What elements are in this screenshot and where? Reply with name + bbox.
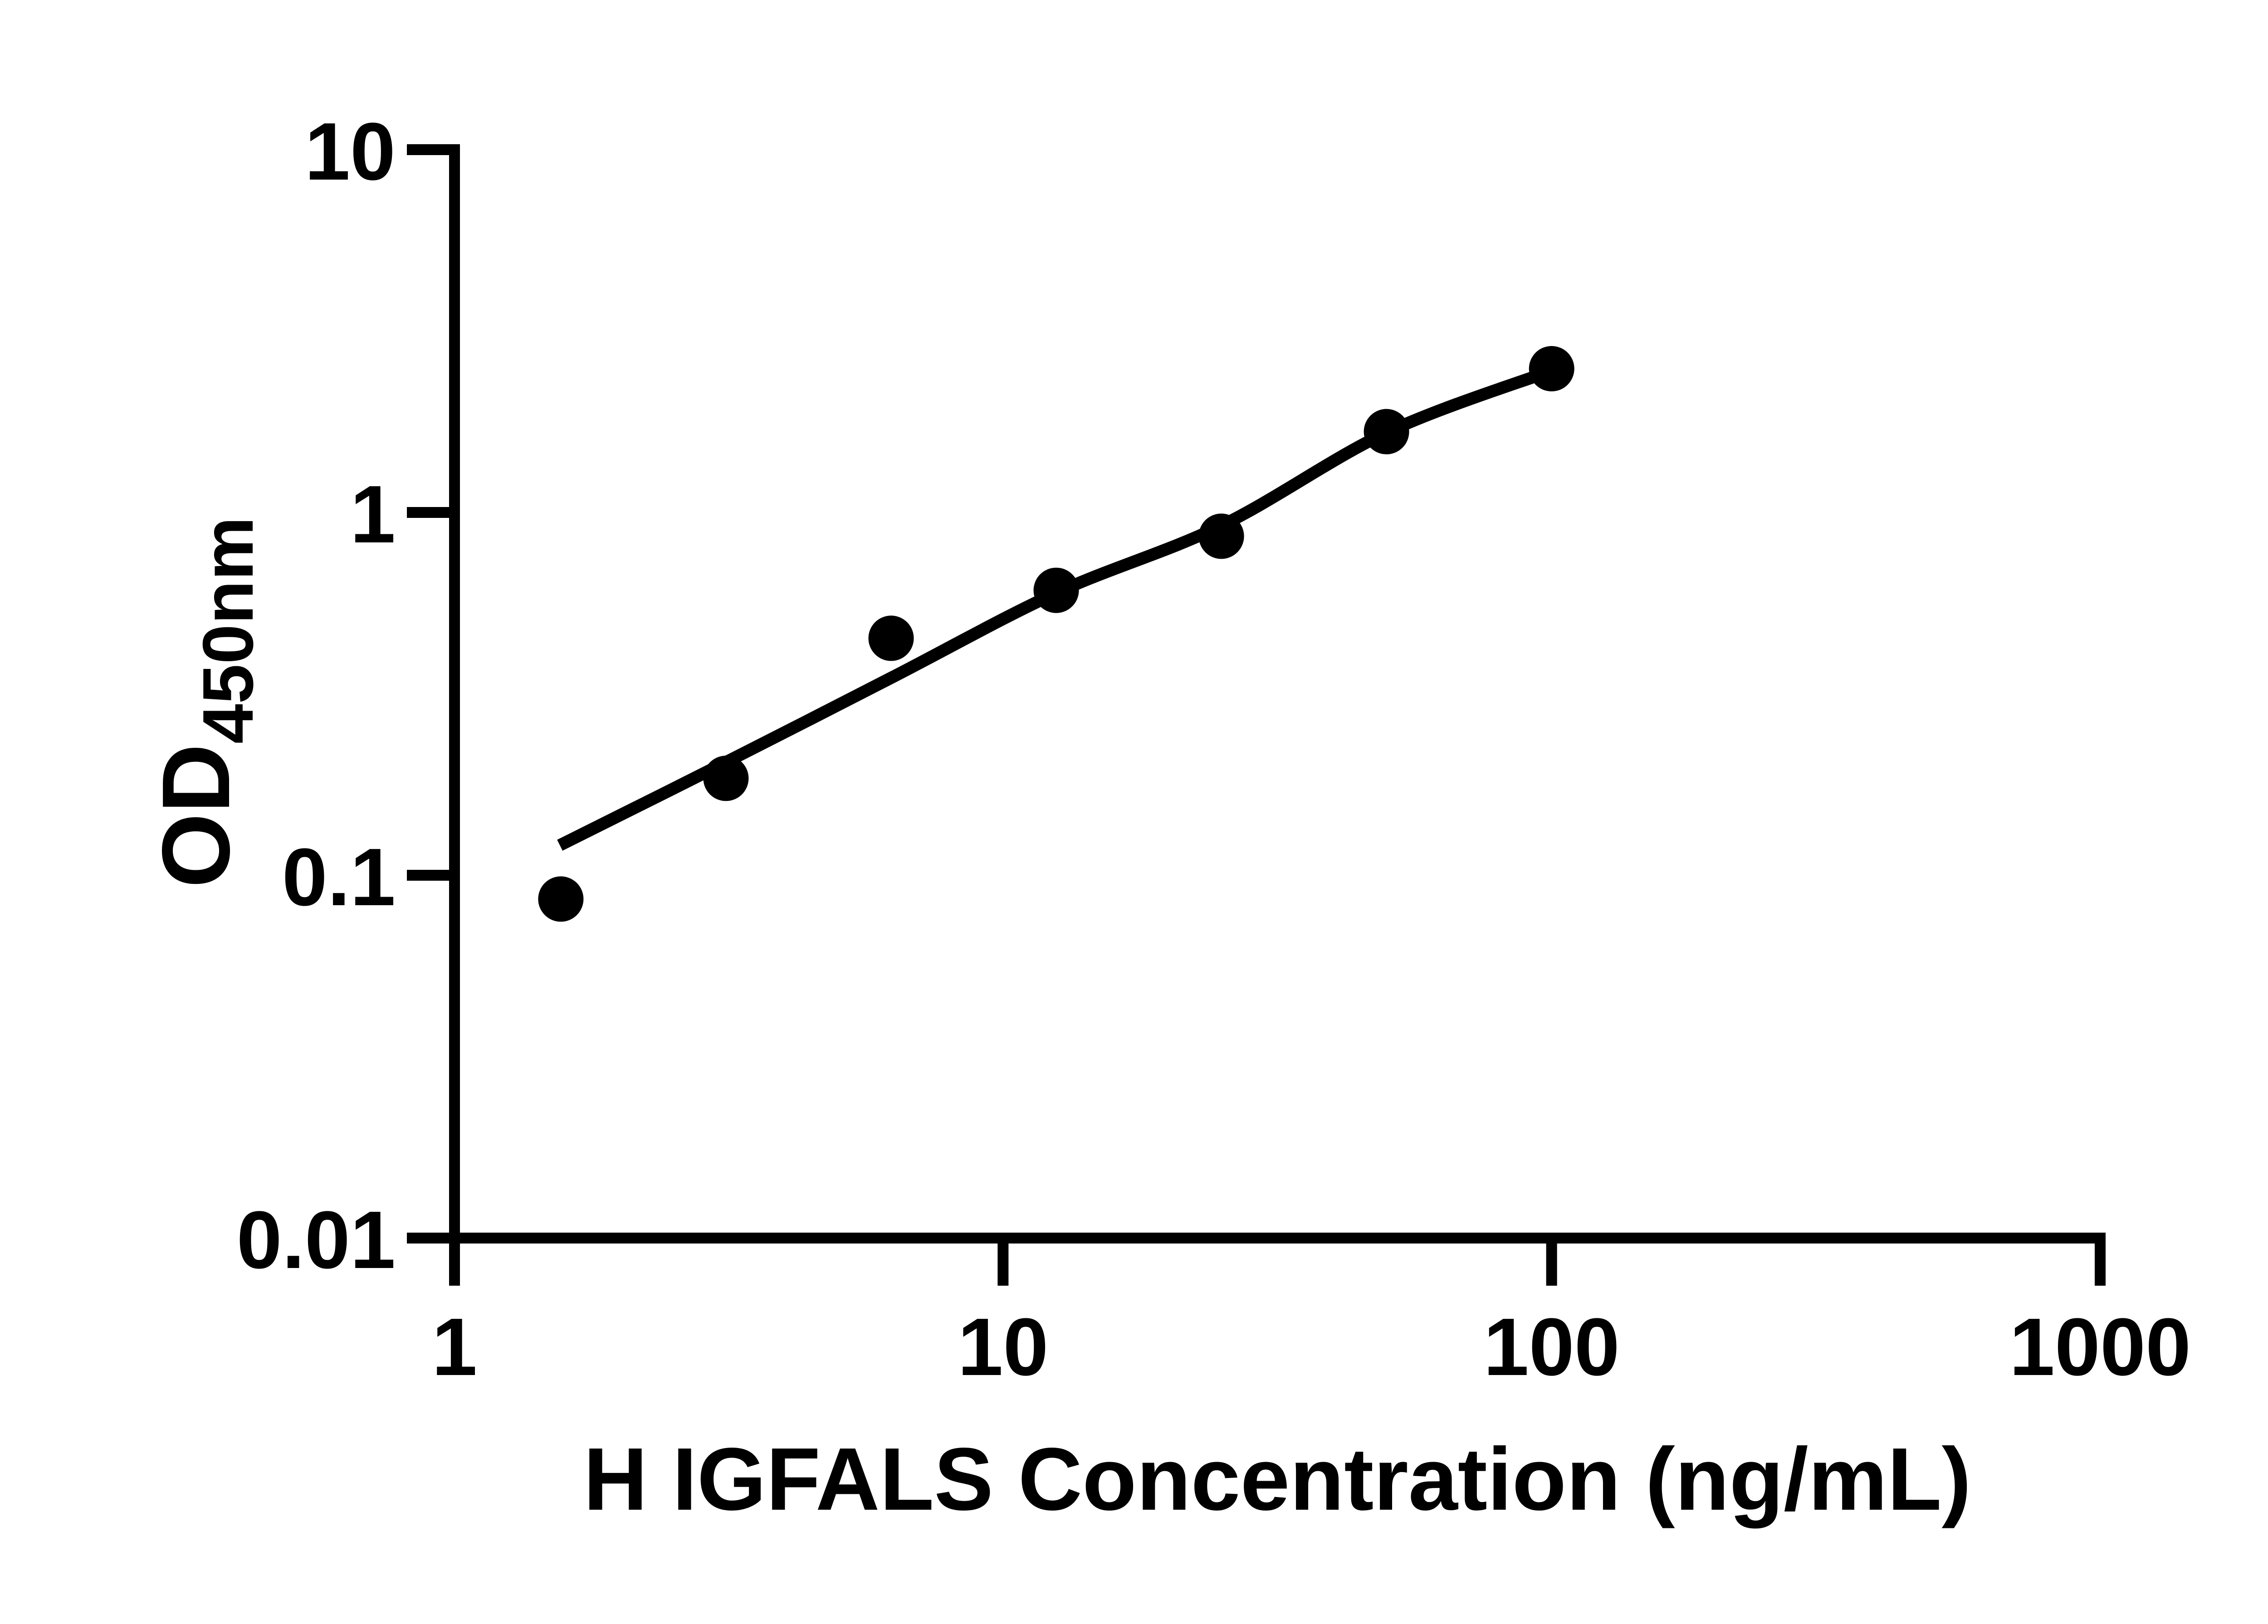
y-tick-label: 1 xyxy=(350,469,396,560)
x-tick-label: 10 xyxy=(958,1302,1048,1393)
x-tick-label: 100 xyxy=(1483,1302,1619,1393)
data-point xyxy=(703,756,749,801)
x-tick-label: 1000 xyxy=(2009,1302,2191,1393)
data-point xyxy=(1529,346,1574,391)
data-point xyxy=(1364,409,1409,454)
y-tick-label: 10 xyxy=(305,106,396,197)
data-point xyxy=(868,615,914,661)
y-tick-label: 0.01 xyxy=(237,1195,396,1286)
y-tick-label: 0.1 xyxy=(282,832,396,923)
y-axis-title-main: OD xyxy=(142,744,249,888)
data-point xyxy=(538,876,584,922)
y-axis-title-subscript: 450nm xyxy=(188,517,268,744)
x-tick-label: 1 xyxy=(432,1302,477,1393)
x-axis-title: H IGFALS Concentration (ng/mL) xyxy=(583,1429,1971,1529)
y-axis-title: OD450nm xyxy=(142,517,268,888)
data-point xyxy=(1033,567,1079,613)
data-point xyxy=(1198,513,1244,559)
plot-area: 10 1 0.1 0.01 1 10 100 1000 xyxy=(237,106,2191,1393)
